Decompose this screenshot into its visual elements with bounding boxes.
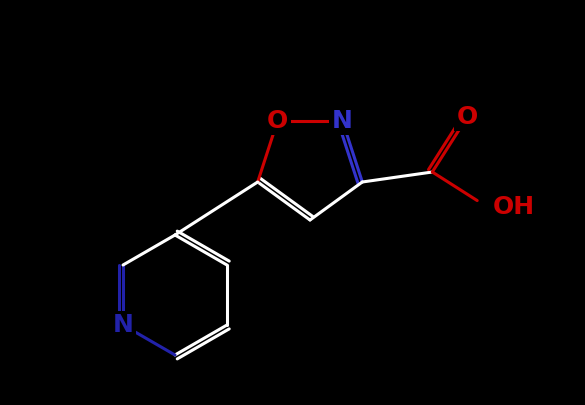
- Text: O: O: [267, 109, 288, 132]
- Text: OH: OH: [493, 195, 535, 219]
- Text: O: O: [457, 105, 478, 129]
- Text: N: N: [112, 313, 133, 337]
- Text: N: N: [332, 109, 353, 132]
